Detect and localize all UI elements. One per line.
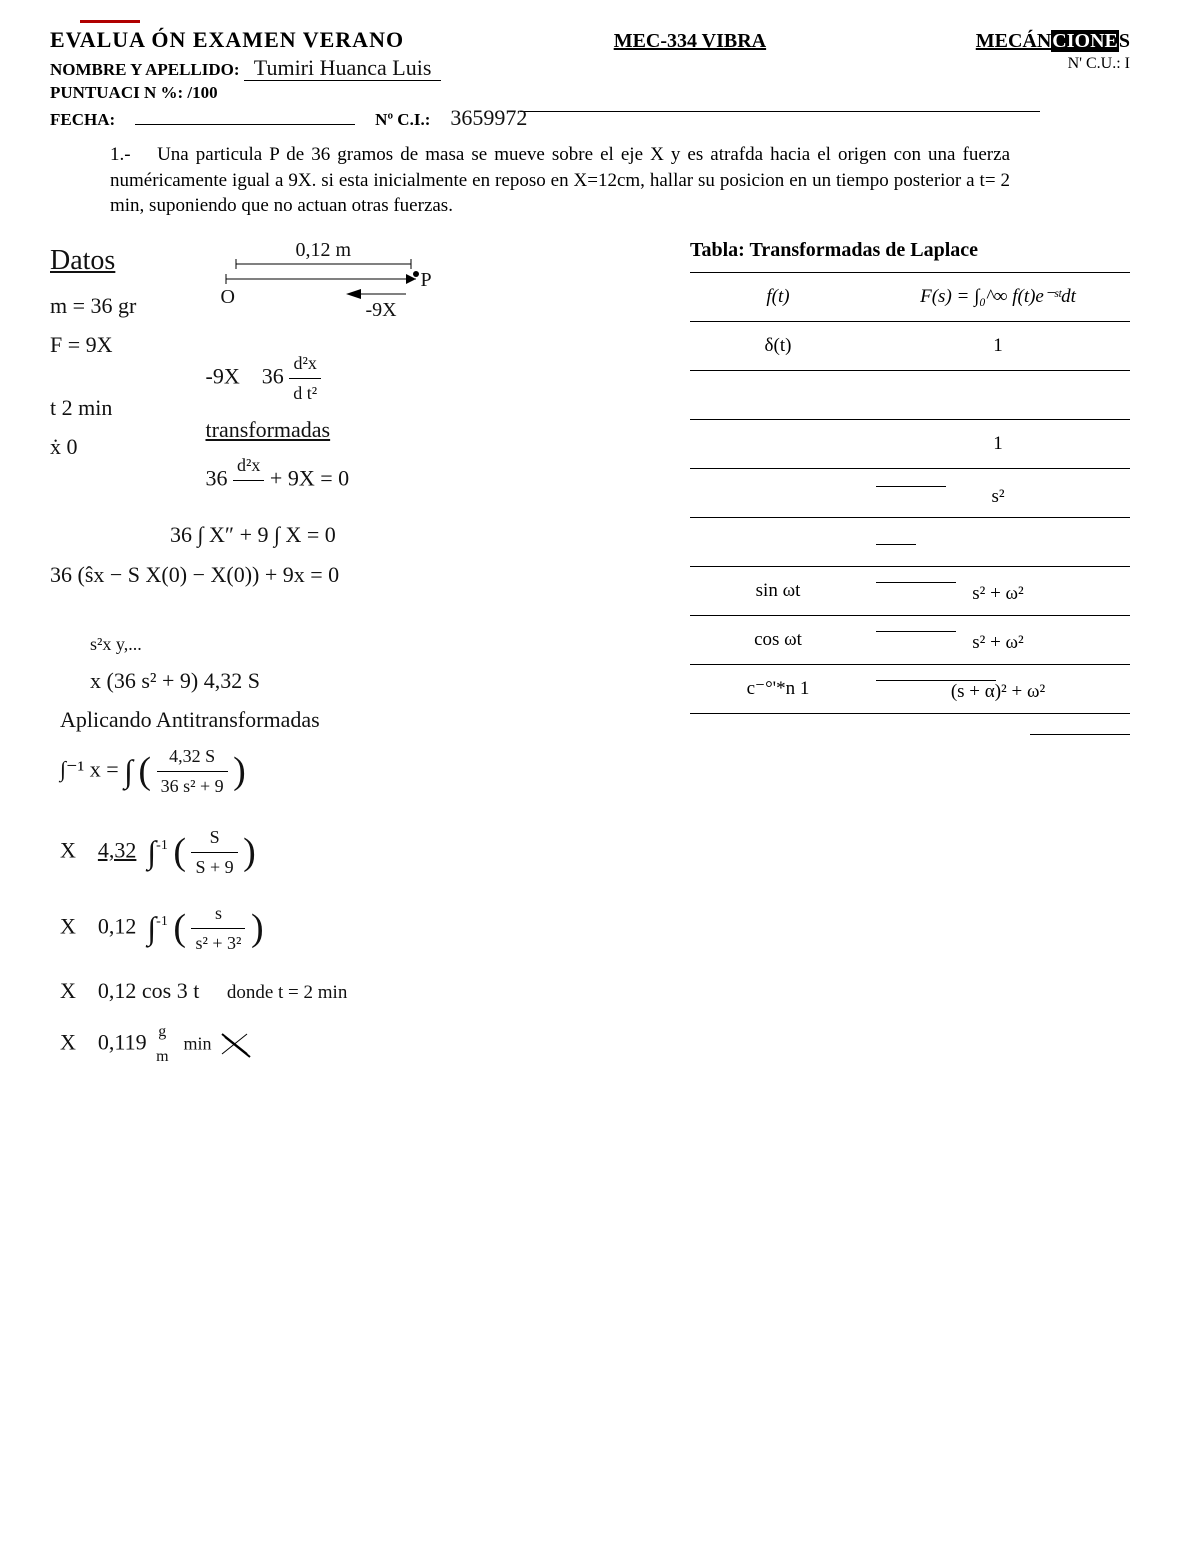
laplace-table: f(t) F(s) = ∫₀^∞ f(t)e⁻ˢᵗdt δ(t) 1 1 <box>690 272 1130 714</box>
datos-t: t 2 min <box>50 390 200 425</box>
datos-block: Datos m = 36 gr F = 9X t 2 min ẋ 0 <box>50 239 660 514</box>
table-row: f(t) F(s) = ∫₀^∞ f(t)e⁻ˢᵗdt <box>690 272 1130 321</box>
eq3: 36 ∫ X″ + 9 ∫ X = 0 <box>170 517 660 552</box>
table-row: 1 <box>690 419 1130 468</box>
eq5: x (36 s² + 9) 4,32 S <box>90 663 660 698</box>
check-cross-icon <box>217 1029 257 1059</box>
content: Datos m = 36 gr F = 9X t 2 min ẋ 0 <box>50 239 1130 1074</box>
datos-f: F = 9X <box>50 327 200 362</box>
table-row: cos ωt s² + ω² <box>690 615 1130 664</box>
nombre-line: NOMBRE Y APELLIDO: Tumiri Huanca Luis <box>50 55 527 81</box>
puntuacion-line: PUNTUACI N %: /100 <box>50 83 527 103</box>
accent-bar <box>80 20 140 23</box>
title-course: MEC-334 VIBRA <box>614 30 766 53</box>
table-title: Tabla: Transformadas de Laplace <box>690 239 1130 262</box>
datos-title: Datos <box>50 239 200 284</box>
work-area: Datos m = 36 gr F = 9X t 2 min ẋ 0 <box>50 239 660 1074</box>
anti-label: Aplicando Antitransformadas <box>60 702 660 737</box>
eq7: X 4,32 ∫-1 ( S S + 9 ) <box>60 822 660 883</box>
trans-label: transformadas <box>206 412 446 447</box>
table-row <box>690 370 1130 419</box>
info-block: NOMBRE Y APELLIDO: Tumiri Huanca Luis PU… <box>50 53 527 131</box>
table-row: c⁻°'*n 1 (s + α)² + ω² <box>690 664 1130 713</box>
eq1: -9X 36 d²x d t² <box>206 349 446 408</box>
question-1: 1.- Una particula P de 36 gramos de masa… <box>110 142 1010 219</box>
table-row: sin ωt s² + ω² <box>690 566 1130 615</box>
eq8: X 0,12 ∫-1 ( s s² + 3² ) <box>60 898 660 959</box>
eq6: ∫⁻¹ x = ∫ ( 4,32 S 36 s² + 9 ) <box>60 741 660 802</box>
fecha-line: FECHA: Nº C.I.: 3659972 <box>50 105 527 131</box>
laplace-table-col: Tabla: Transformadas de Laplace f(t) F(s… <box>690 239 1130 1074</box>
table-row: δ(t) 1 <box>690 321 1130 370</box>
eq2: 36 d²x + 9X = 0 <box>206 451 446 510</box>
eq5a: s²x y,... <box>90 630 660 659</box>
underline-1 <box>520 111 1040 112</box>
eq9: X 0,12 cos 3 t donde t = 2 min <box>60 973 660 1008</box>
table-row: s² <box>690 468 1130 517</box>
datos-xdot: ẋ 0 <box>50 429 200 464</box>
datos-m: m = 36 gr <box>50 288 200 323</box>
title-left: EVALUA ÓN EXAMEN VERANO <box>50 27 404 53</box>
title-right: MECÁNCIONES <box>976 30 1130 53</box>
eq10: X 0,119 g m min <box>60 1019 660 1070</box>
table-row <box>690 517 1130 566</box>
eq4: 36 (ŝx − S X(0) − X(0)) + 9x = 0 <box>50 557 660 592</box>
exam-page: EVALUA ÓN EXAMEN VERANO MEC-334 VIBRA ME… <box>0 0 1200 1114</box>
header: EVALUA ÓN EXAMEN VERANO MEC-334 VIBRA ME… <box>50 27 1130 53</box>
cu-line: N' C.U.: I <box>1068 55 1130 131</box>
